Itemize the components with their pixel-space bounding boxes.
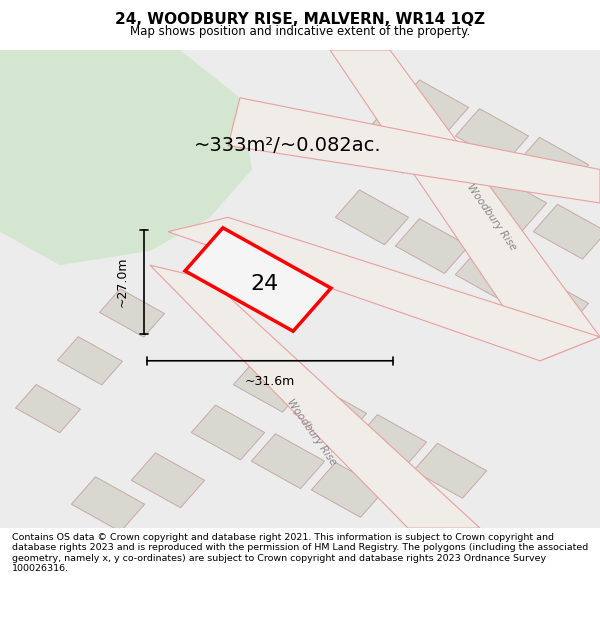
Text: 24: 24 bbox=[250, 274, 278, 294]
Polygon shape bbox=[228, 98, 600, 203]
Polygon shape bbox=[395, 219, 469, 274]
Text: ~31.6m: ~31.6m bbox=[245, 375, 295, 388]
Polygon shape bbox=[330, 50, 600, 361]
Polygon shape bbox=[0, 50, 252, 265]
Polygon shape bbox=[533, 204, 600, 259]
Polygon shape bbox=[293, 386, 367, 441]
Polygon shape bbox=[413, 443, 487, 498]
Polygon shape bbox=[413, 147, 487, 202]
Polygon shape bbox=[168, 217, 600, 361]
Polygon shape bbox=[455, 248, 529, 302]
Text: 24, WOODBURY RISE, MALVERN, WR14 1QZ: 24, WOODBURY RISE, MALVERN, WR14 1QZ bbox=[115, 12, 485, 28]
Text: Contains OS data © Crown copyright and database right 2021. This information is : Contains OS data © Crown copyright and d… bbox=[12, 533, 588, 573]
Text: Woodbury Rise: Woodbury Rise bbox=[466, 182, 518, 253]
Polygon shape bbox=[311, 462, 385, 518]
Text: Map shows position and indicative extent of the property.: Map shows position and indicative extent… bbox=[130, 24, 470, 38]
Polygon shape bbox=[335, 190, 409, 245]
Polygon shape bbox=[191, 405, 265, 460]
Polygon shape bbox=[100, 289, 164, 337]
Polygon shape bbox=[251, 434, 325, 489]
Text: Woodbury Rise: Woodbury Rise bbox=[286, 398, 338, 468]
Polygon shape bbox=[71, 477, 145, 532]
Polygon shape bbox=[455, 109, 529, 164]
Polygon shape bbox=[16, 384, 80, 432]
Polygon shape bbox=[58, 337, 122, 385]
Polygon shape bbox=[233, 357, 307, 412]
Polygon shape bbox=[515, 276, 589, 331]
Polygon shape bbox=[131, 453, 205, 508]
Polygon shape bbox=[473, 176, 547, 231]
Polygon shape bbox=[185, 228, 331, 331]
Polygon shape bbox=[395, 80, 469, 135]
Polygon shape bbox=[353, 414, 427, 469]
Polygon shape bbox=[353, 118, 427, 173]
Text: ~27.0m: ~27.0m bbox=[116, 257, 129, 307]
Polygon shape bbox=[515, 138, 589, 192]
Text: ~333m²/~0.082ac.: ~333m²/~0.082ac. bbox=[194, 136, 382, 155]
Polygon shape bbox=[150, 265, 480, 528]
